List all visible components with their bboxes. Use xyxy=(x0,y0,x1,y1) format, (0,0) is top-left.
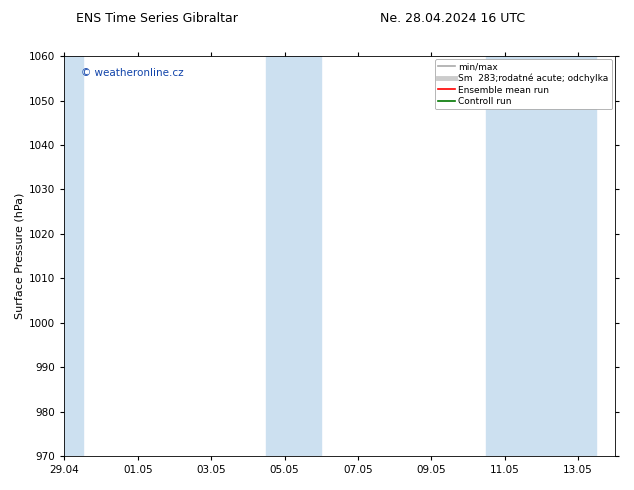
Y-axis label: Surface Pressure (hPa): Surface Pressure (hPa) xyxy=(15,193,25,319)
Legend: min/max, Sm  283;rodatné acute; odchylka, Ensemble mean run, Controll run: min/max, Sm 283;rodatné acute; odchylka,… xyxy=(435,59,612,109)
Bar xyxy=(266,56,321,456)
Bar xyxy=(486,56,597,456)
Text: ENS Time Series Gibraltar: ENS Time Series Gibraltar xyxy=(76,12,238,25)
Bar xyxy=(65,56,83,456)
Text: Ne. 28.04.2024 16 UTC: Ne. 28.04.2024 16 UTC xyxy=(380,12,526,25)
Text: © weatheronline.cz: © weatheronline.cz xyxy=(81,68,184,78)
